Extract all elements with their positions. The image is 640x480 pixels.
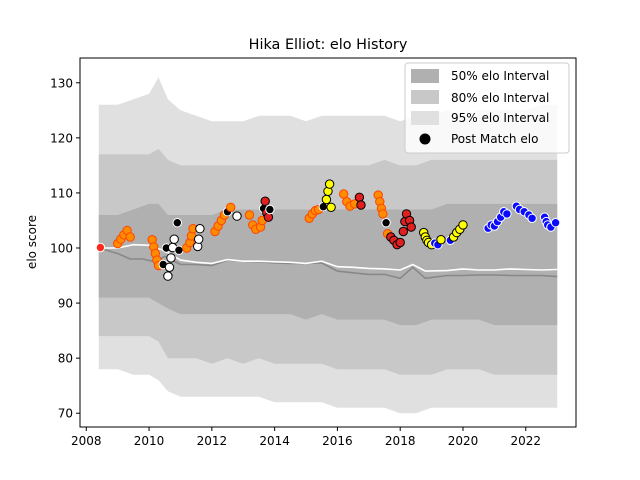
- x-tick-label: 2020: [448, 434, 479, 448]
- legend-box: [404, 62, 570, 154]
- x-tick-label: 2016: [322, 434, 353, 448]
- post-match-point: [339, 189, 349, 199]
- post-match-point: [406, 222, 416, 232]
- mean-line: [98, 247, 558, 280]
- post-match-point: [166, 253, 176, 263]
- y-tick-label: 130: [50, 76, 73, 90]
- x-tick-label: 2010: [134, 434, 165, 448]
- x-tick-label: 2012: [197, 434, 228, 448]
- post-match-point: [163, 271, 173, 281]
- x-tick-label: 2014: [259, 434, 290, 448]
- y-tick-label: 90: [58, 297, 73, 311]
- plot-area: [95, 77, 561, 414]
- legend-label-post-match: Post Match elo: [451, 132, 538, 146]
- post-match-point: [395, 237, 405, 248]
- y-tick-label: 100: [50, 242, 73, 256]
- legend-swatch-80: [411, 90, 439, 104]
- post-match-point: [436, 235, 446, 245]
- post-match-point: [502, 209, 512, 219]
- post-match-point: [398, 226, 408, 237]
- post-match-point: [172, 218, 183, 228]
- post-match-point: [260, 196, 270, 206]
- post-match-point: [169, 234, 179, 244]
- chart-title: Hika Elliot: elo History: [249, 37, 408, 53]
- post-match-point: [527, 213, 537, 224]
- x-tick-label: 2008: [71, 434, 102, 448]
- post-match-point: [324, 179, 335, 189]
- post-match-point: [354, 192, 365, 203]
- post-match-point: [356, 200, 366, 210]
- y-tick-label: 120: [50, 131, 73, 145]
- post-match-point: [164, 262, 175, 272]
- post-match-point: [381, 218, 391, 228]
- opponent-line: [98, 243, 558, 272]
- y-tick-label: 110: [50, 186, 73, 200]
- post-match-point: [263, 212, 274, 222]
- post-match-point: [125, 232, 135, 242]
- legend-label-95: 95% elo Interval: [451, 111, 549, 125]
- legend-swatch-95: [411, 111, 439, 125]
- post-match-point: [550, 218, 561, 228]
- post-match-point: [378, 209, 388, 219]
- post-match-point: [326, 202, 336, 213]
- x-tick-label: 2022: [510, 434, 541, 448]
- y-tick-label: 70: [58, 407, 73, 421]
- y-tick-label: 80: [58, 352, 73, 366]
- legend-marker-post-match: [419, 133, 431, 145]
- post-match-point: [232, 211, 242, 221]
- post-match-point: [458, 220, 468, 230]
- legend-swatch-50: [411, 69, 439, 83]
- post-match-point: [265, 204, 275, 215]
- legend-label-80: 80% elo Interval: [451, 91, 549, 105]
- post-match-point: [95, 242, 106, 253]
- x-tick-label: 2018: [385, 434, 416, 448]
- legend: 50% elo Interval 80% elo Interval 95% el…: [404, 62, 570, 154]
- x-axis: 2008 2010 2012 2014 2016 2018 2020 2022: [71, 427, 541, 448]
- post-match-point: [194, 234, 204, 244]
- y-axis-label: elo score: [25, 215, 39, 269]
- y-axis: 70 80 90 100 110 120 130: [50, 76, 80, 421]
- post-match-point: [174, 245, 184, 255]
- post-match-point: [226, 202, 236, 213]
- post-match-point: [321, 194, 332, 205]
- legend-label-50: 50% elo Interval: [451, 69, 549, 83]
- post-match-point: [195, 224, 205, 234]
- post-match-point: [244, 210, 255, 220]
- axes-frame: [79, 57, 577, 428]
